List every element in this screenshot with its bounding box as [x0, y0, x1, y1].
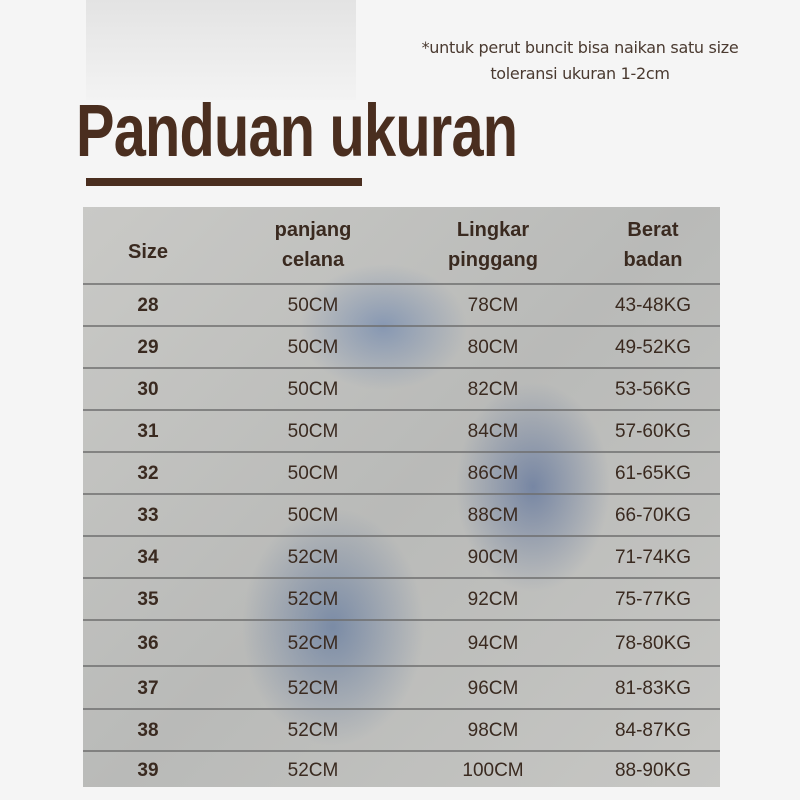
size-cell: 30: [137, 379, 159, 400]
size-cell: 28: [137, 295, 159, 316]
weight-cell: 43-48KG: [614, 295, 692, 316]
weight-cell: 71-74KG: [614, 547, 692, 568]
note-line-2: toleransi ukuran 1-2cm: [490, 64, 670, 83]
table-row: 37 52CM 96CM 81-83KG: [83, 665, 720, 710]
header-weight-line1: Berat: [627, 219, 679, 241]
waist-cell: 88CM: [467, 505, 519, 526]
weight-cell: 49-52KG: [614, 337, 692, 358]
length-cell: 50CM: [287, 463, 339, 484]
weight-cell: 57-60KG: [614, 421, 692, 442]
weight-cell: 84-87KG: [614, 720, 692, 741]
table-row: 33 50CM 88CM 66-70KG: [83, 493, 720, 537]
table-row: 35 52CM 92CM 75-77KG: [83, 577, 720, 621]
length-cell: 52CM: [287, 677, 339, 699]
header-length-line1: panjang: [274, 219, 352, 241]
waist-cell: 78CM: [467, 295, 519, 316]
size-cell: 37: [137, 677, 159, 699]
size-cell: 38: [137, 720, 159, 741]
waist-cell: 80CM: [467, 337, 519, 358]
weight-cell: 61-65KG: [614, 463, 692, 484]
table-row: 34 52CM 90CM 71-74KG: [83, 535, 720, 579]
header-weight-line2: badan: [623, 249, 683, 271]
length-cell: 52CM: [287, 633, 339, 654]
waist-cell: 96CM: [467, 677, 519, 699]
title-underline: [86, 178, 362, 186]
weight-cell: 78-80KG: [614, 633, 692, 654]
header-length: panjang celana: [243, 215, 383, 275]
weight-cell: 53-56KG: [614, 379, 692, 400]
table-row: 28 50CM 78CM 43-48KG: [83, 283, 720, 327]
weight-cell: 66-70KG: [614, 505, 692, 526]
length-cell: 52CM: [287, 759, 339, 781]
header-waist-line2: pinggang: [448, 249, 538, 271]
header-waist: Lingkar pinggang: [423, 215, 563, 275]
length-cell: 52CM: [287, 589, 339, 610]
length-cell: 52CM: [287, 720, 339, 741]
size-cell: 31: [137, 421, 159, 442]
length-cell: 50CM: [287, 421, 339, 442]
length-cell: 50CM: [287, 295, 339, 316]
waist-cell: 90CM: [467, 547, 519, 568]
size-cell: 39: [137, 759, 159, 781]
size-chart-table: Size panjang celana Lingkar pinggang Berat…: [83, 207, 720, 787]
weight-cell: 75-77KG: [614, 589, 692, 610]
table-row: 31 50CM 84CM 57-60KG: [83, 409, 720, 453]
size-cell: 32: [137, 463, 159, 484]
waist-cell: 86CM: [467, 463, 519, 484]
length-cell: 50CM: [287, 337, 339, 358]
table-row: 32 50CM 86CM 61-65KG: [83, 451, 720, 495]
weight-cell: 81-83KG: [614, 677, 692, 699]
table-row: 38 52CM 98CM 84-87KG: [83, 708, 720, 752]
decorative-panel: [86, 0, 356, 100]
header-waist-line1: Lingkar: [456, 219, 530, 241]
size-cell: 36: [137, 633, 159, 654]
waist-cell: 92CM: [467, 589, 519, 610]
waist-cell: 94CM: [467, 633, 519, 654]
waist-cell: 84CM: [467, 421, 519, 442]
size-cell: 35: [137, 589, 159, 610]
header-length-line2: celana: [281, 249, 345, 271]
table-row: 30 50CM 82CM 53-56KG: [83, 367, 720, 411]
table-row: 29 50CM 80CM 49-52KG: [83, 325, 720, 369]
length-cell: 50CM: [287, 505, 339, 526]
length-cell: 52CM: [287, 547, 339, 568]
length-cell: 50CM: [287, 379, 339, 400]
header-size: Size: [127, 241, 169, 263]
table-header: Size panjang celana Lingkar pinggang Berat…: [83, 207, 720, 283]
table-row: 36 52CM 94CM 78-80KG: [83, 619, 720, 667]
weight-cell: 88-90KG: [614, 759, 692, 781]
page-title: Panduan ukuran: [76, 89, 518, 172]
waist-cell: 98CM: [467, 720, 519, 741]
size-cell: 33: [137, 505, 159, 526]
size-cell: 29: [137, 337, 159, 358]
table-row: 39 52CM 100CM 88-90KG: [83, 750, 720, 787]
size-cell: 34: [137, 547, 159, 568]
header-weight: Berat badan: [583, 215, 720, 275]
note-line-1: *untuk perut buncit bisa naikan satu siz…: [421, 38, 739, 57]
waist-cell: 82CM: [467, 379, 519, 400]
waist-cell: 100CM: [462, 759, 524, 781]
